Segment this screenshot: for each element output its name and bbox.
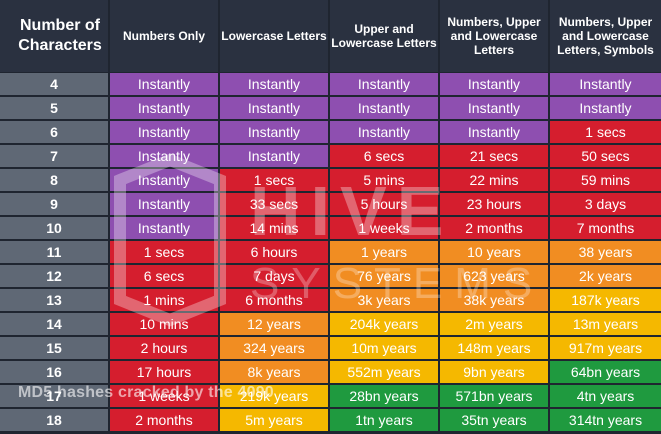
table-cell: 2 months [110, 409, 218, 431]
row-label: 16 [0, 361, 108, 383]
table-cell: 204k years [330, 313, 438, 335]
row-label: 8 [0, 169, 108, 191]
row-label: 13 [0, 289, 108, 311]
table-cell: 1 weeks [330, 217, 438, 239]
table-cell: Instantly [220, 121, 328, 143]
column-header-4: Numbers, Upper and Lowercase Letters [440, 0, 548, 72]
table-cell: 1 mins [110, 289, 218, 311]
table-cell: 22 mins [440, 169, 548, 191]
table-cell: Instantly [330, 97, 438, 119]
row-label: 6 [0, 121, 108, 143]
table-cell: 7 months [550, 217, 661, 239]
table-cell: 1 secs [110, 241, 218, 263]
table-cell: Instantly [220, 145, 328, 167]
table-cell: 6 secs [330, 145, 438, 167]
column-header-1: Numbers Only [110, 0, 218, 72]
table-cell: 1 years [330, 241, 438, 263]
table-cell: 23 hours [440, 193, 548, 215]
table-cell: 59 mins [550, 169, 661, 191]
table-cell: 4tn years [550, 385, 661, 407]
table-cell: 1tn years [330, 409, 438, 431]
table-cell: 9bn years [440, 361, 548, 383]
table-cell: 12 years [220, 313, 328, 335]
table-cell: Instantly [330, 121, 438, 143]
table-cell: 1 secs [220, 169, 328, 191]
table-cell: 571bn years [440, 385, 548, 407]
table-cell: 3 days [550, 193, 661, 215]
table-cell: 10 mins [110, 313, 218, 335]
table-cell: 623 years [440, 265, 548, 287]
table-cell: 2m years [440, 313, 548, 335]
table-cell: 324 years [220, 337, 328, 359]
table-cell: 17 hours [110, 361, 218, 383]
table-cell: 314tn years [550, 409, 661, 431]
row-label: 9 [0, 193, 108, 215]
table-cell: 1 secs [550, 121, 661, 143]
row-label: 17 [0, 385, 108, 407]
table-cell: 917m years [550, 337, 661, 359]
table-cell: 35tn years [440, 409, 548, 431]
row-label: 18 [0, 409, 108, 431]
table-cell: 21 secs [440, 145, 548, 167]
table-cell: 2k years [550, 265, 661, 287]
table-cell: 6 months [220, 289, 328, 311]
row-label: 14 [0, 313, 108, 335]
table-cell: Instantly [550, 73, 661, 95]
table-cell: Instantly [220, 97, 328, 119]
row-label: 11 [0, 241, 108, 263]
table-cell: 33 secs [220, 193, 328, 215]
table-cell: 3k years [330, 289, 438, 311]
table-cell: 6 hours [220, 241, 328, 263]
column-header-3: Upper and Lowercase Letters [330, 0, 438, 72]
table-cell: Instantly [330, 73, 438, 95]
table-cell: 2 months [440, 217, 548, 239]
table-cell: 50 secs [550, 145, 661, 167]
table-cell: 38 years [550, 241, 661, 263]
table-cell: Instantly [110, 145, 218, 167]
row-label: 12 [0, 265, 108, 287]
table-cell: 7 days [220, 265, 328, 287]
table-cell: 6 secs [110, 265, 218, 287]
table-cell: 76 years [330, 265, 438, 287]
table-cell: Instantly [440, 97, 548, 119]
row-label: 10 [0, 217, 108, 239]
table-cell: 28bn years [330, 385, 438, 407]
row-label: 15 [0, 337, 108, 359]
table-cell: 219k years [220, 385, 328, 407]
table-cell: Instantly [110, 121, 218, 143]
table-cell: Instantly [440, 121, 548, 143]
table-cell: Instantly [110, 73, 218, 95]
column-header-0: Number of Characters [0, 0, 108, 72]
table-cell: 14 mins [220, 217, 328, 239]
table-cell: 2 hours [110, 337, 218, 359]
table-cell: Instantly [440, 73, 548, 95]
table-cell: 552m years [330, 361, 438, 383]
table-cell: 148m years [440, 337, 548, 359]
table-cell: 187k years [550, 289, 661, 311]
caption: MD5 hashes cracked by the 4090 [18, 384, 274, 401]
column-header-5: Numbers, Upper and Lowercase Letters, Sy… [550, 0, 661, 72]
table-cell: 5 mins [330, 169, 438, 191]
table-cell: Instantly [110, 169, 218, 191]
table-cell: Instantly [110, 97, 218, 119]
row-label: 5 [0, 97, 108, 119]
table-cell: Instantly [110, 217, 218, 239]
table-cell: 8k years [220, 361, 328, 383]
table-cell: 10 years [440, 241, 548, 263]
table-cell: 1 weeks [110, 385, 218, 407]
table-cell: 5m years [220, 409, 328, 431]
table-cell: Instantly [110, 193, 218, 215]
table-cell: 64bn years [550, 361, 661, 383]
column-header-2: Lowercase Letters [220, 0, 328, 72]
table-cell: Instantly [550, 97, 661, 119]
table-cell: 38k years [440, 289, 548, 311]
table-cell: 5 hours [330, 193, 438, 215]
row-label: 4 [0, 73, 108, 95]
table-cell: 10m years [330, 337, 438, 359]
row-label: 7 [0, 145, 108, 167]
table-cell: 13m years [550, 313, 661, 335]
table-cell: Instantly [220, 73, 328, 95]
